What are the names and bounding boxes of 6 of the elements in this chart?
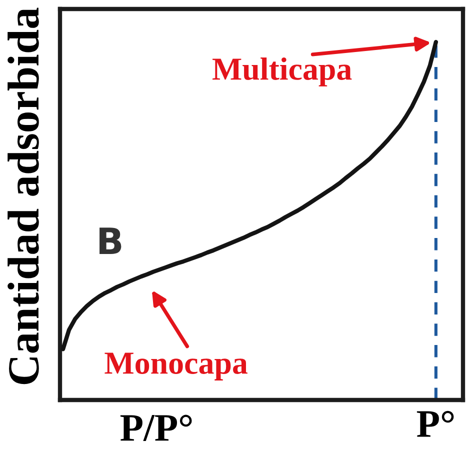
annotation: Multicapa [212,57,352,86]
annotation: Monocapa [104,352,248,380]
x-axis-title: P/P° [120,414,192,442]
text: P° [416,410,454,437]
y-axis-title: Cantidad adsorbida [8,8,39,384]
annotation: B [100,228,122,254]
